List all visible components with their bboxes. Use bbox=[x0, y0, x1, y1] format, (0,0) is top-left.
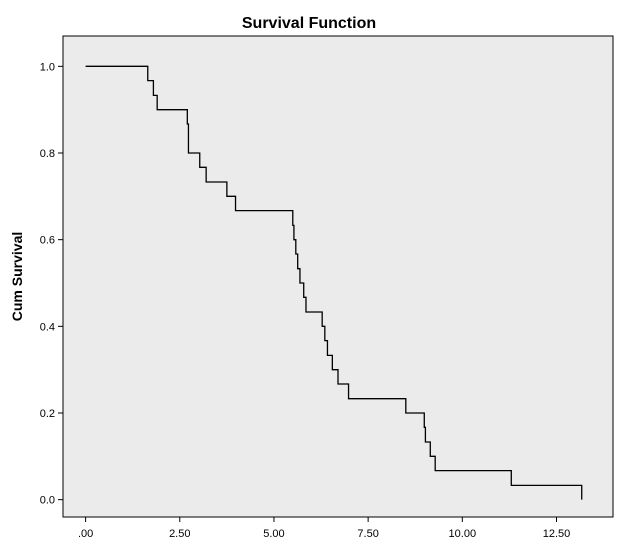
y-tick-label: 1.0 bbox=[40, 61, 55, 73]
y-tick-label: 0.6 bbox=[40, 235, 55, 247]
survival-step-line bbox=[85, 65, 583, 500]
x-tick-label: 5.00 bbox=[263, 528, 284, 540]
y-tick-label: 0.8 bbox=[40, 148, 55, 160]
chart-title: Survival Function bbox=[242, 15, 376, 32]
y-axis-label: Cum Survival bbox=[9, 232, 25, 321]
x-tick-label: 2.50 bbox=[169, 528, 190, 540]
y-tick-label: 0.2 bbox=[40, 408, 55, 420]
x-tick-label: 12.50 bbox=[543, 528, 571, 540]
y-tick-label: 0.0 bbox=[40, 495, 55, 507]
plot-area: 0.0 0.2 0.4 0.6 0.8 1.0 .00 2.50 5.00 7.50 10.00 12… bbox=[40, 35, 614, 540]
x-tick-label: 7.50 bbox=[357, 528, 378, 540]
plot-background bbox=[62, 35, 614, 518]
x-tick-label: 10.00 bbox=[449, 528, 477, 540]
x-tick-label: .00 bbox=[78, 528, 93, 540]
y-tick-label: 0.4 bbox=[40, 321, 55, 333]
